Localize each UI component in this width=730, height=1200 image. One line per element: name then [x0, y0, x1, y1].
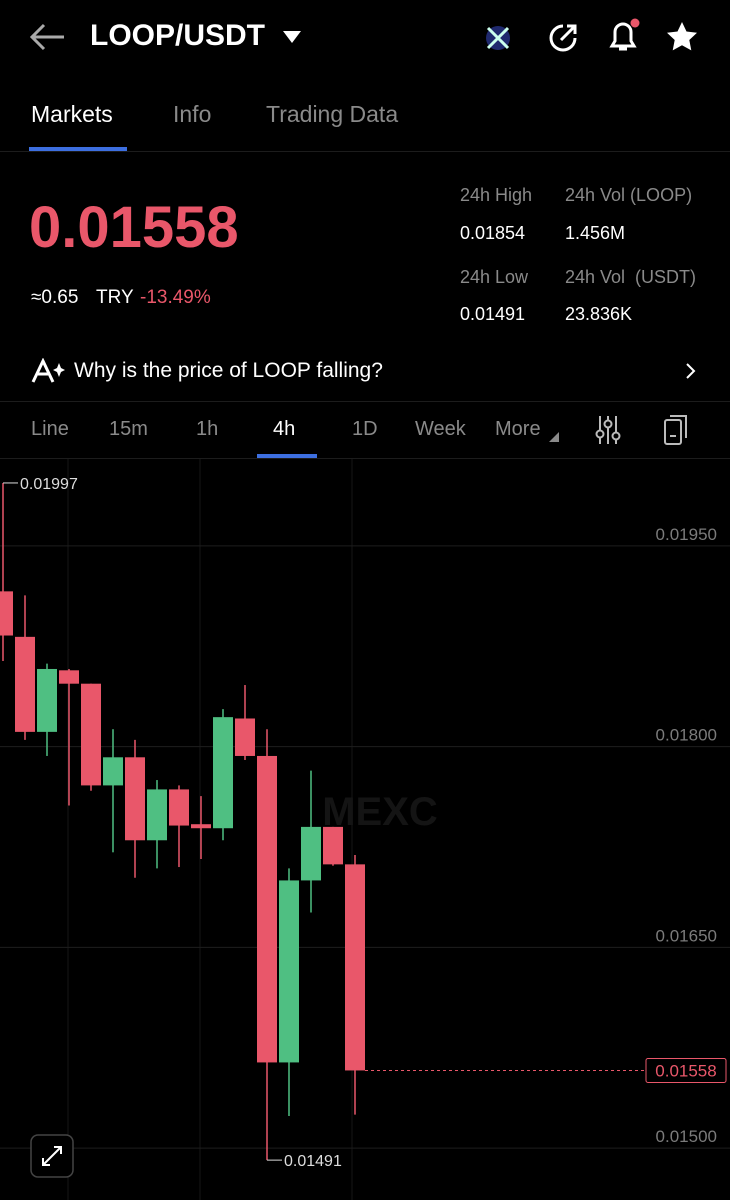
stat-label: 24h Vol (LOOP) [565, 185, 693, 205]
candle-body [257, 755, 277, 1063]
interval[interactable]: 1h [196, 418, 219, 440]
interval[interactable]: 4h [273, 418, 296, 440]
divider [0, 458, 730, 459]
more-caret [549, 432, 559, 442]
candle-body [345, 864, 365, 1071]
y-tick-label: 0.01500 [656, 1127, 717, 1146]
landscape-toggle[interactable] [662, 414, 690, 446]
tab[interactable]: Trading Data [266, 101, 399, 127]
stat-label: 24h Low [460, 267, 529, 287]
low-marker-label: 0.01491 [284, 1153, 342, 1170]
interval[interactable]: 1D [352, 418, 378, 440]
candle-body [213, 717, 233, 829]
candle-body [147, 789, 167, 841]
candle-body [103, 757, 123, 786]
pair-dropdown[interactable] [282, 30, 302, 44]
candlestick-chart: 0.01950 0.01800 0.01650 0.01500 MEXC 0.01997 0… [0, 459, 730, 1200]
last-price: 0.01558 [29, 195, 239, 260]
interval-underline [257, 454, 317, 458]
back-button[interactable] [28, 22, 68, 52]
indicator-settings[interactable] [594, 414, 622, 446]
candle-body [59, 670, 79, 684]
stat-label: 24h High [460, 185, 533, 205]
interval[interactable]: Line [31, 418, 69, 440]
tab[interactable]: Markets [31, 101, 113, 127]
stat-value: 0.01854 [460, 223, 526, 243]
interval[interactable]: More [495, 418, 541, 440]
notification-icon[interactable] [604, 16, 642, 54]
y-tick-label: 0.01800 [656, 726, 717, 745]
candle-body [37, 668, 57, 732]
candle-body [125, 757, 145, 841]
high-marker-label: 0.01997 [20, 476, 78, 493]
approx-price: ≈0.65 [31, 287, 79, 308]
ai-icon[interactable] [480, 20, 516, 56]
candle-body [235, 718, 255, 756]
expand-button[interactable] [30, 1134, 74, 1178]
candle-body [279, 880, 299, 1063]
interval[interactable]: 15m [109, 418, 148, 440]
tab-underline [29, 147, 127, 151]
candle-body [323, 826, 343, 865]
candle-body [191, 824, 211, 829]
favorite-icon[interactable] [664, 19, 700, 55]
stat-value: 1.456M [565, 223, 626, 243]
candle-body [301, 826, 321, 881]
tab[interactable]: Info [173, 101, 212, 127]
watermark: MEXC [322, 790, 438, 834]
last-price-label: 0.01558 [655, 1061, 716, 1080]
y-tick-label: 0.01650 [656, 926, 717, 945]
y-tick-label: 0.01950 [656, 525, 717, 544]
stat-label: 24h Vol (USDT) [565, 267, 697, 287]
banner-text[interactable]: Why is the price of LOOP falling? [74, 359, 383, 382]
ai-banner-icon [31, 358, 65, 383]
divider [0, 151, 730, 152]
stat-value: 23.836K [565, 304, 633, 324]
candle-body [81, 683, 101, 786]
share-icon[interactable] [545, 20, 581, 56]
price-change: -13.49% [140, 287, 211, 308]
stat-value: 0.01491 [460, 304, 526, 324]
interval[interactable]: Week [415, 418, 466, 440]
currency: TRY [96, 287, 134, 308]
candle-body [15, 636, 35, 732]
chevron[interactable] [684, 362, 698, 380]
divider [0, 401, 730, 402]
candle-body [0, 591, 13, 636]
candle-body [169, 789, 189, 826]
pair-title[interactable]: LOOP/USDT [90, 19, 266, 52]
last-price-box [645, 1057, 727, 1083]
